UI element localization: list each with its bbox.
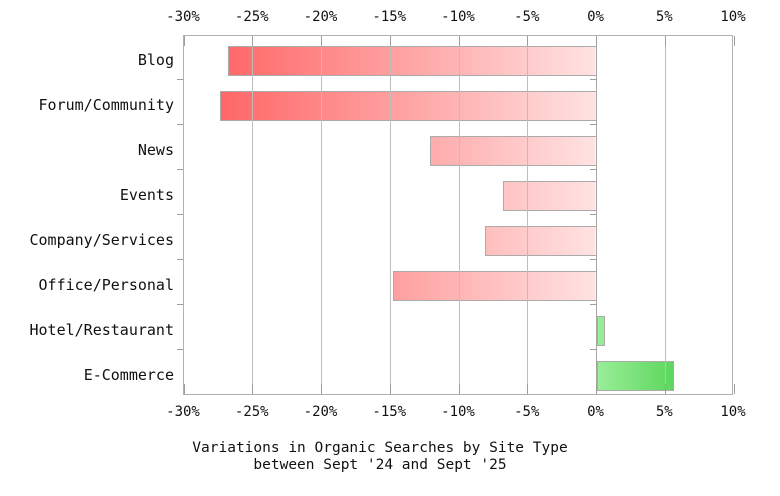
bar-news (430, 136, 597, 166)
y-tick-mark-left (177, 213, 183, 215)
y-tick-mark-zero (590, 348, 596, 350)
x-tick-mark-bottom (527, 384, 529, 394)
x-tick-mark-bottom (252, 384, 254, 394)
bar-forum-community (219, 91, 597, 121)
y-category-label-e-commerce: E-Commerce (83, 366, 174, 384)
y-tick-mark-zero (590, 123, 596, 125)
y-category-label-events: Events (119, 186, 174, 204)
bar-blog (228, 46, 597, 76)
gridline (321, 36, 322, 394)
x-tick-label-top: -20% (303, 9, 338, 25)
x-tick-mark-bottom (183, 384, 185, 394)
y-tick-mark-zero (590, 168, 596, 170)
y-tick-mark-zero (590, 213, 596, 215)
gridline (458, 36, 460, 394)
x-tick-label-bottom: -15% (372, 404, 407, 420)
bar-company-services (485, 226, 597, 256)
x-tick-mark-top (183, 36, 185, 46)
x-tick-mark-top (596, 36, 597, 46)
x-tick-mark-top (664, 36, 666, 46)
x-tick-mark-top (252, 36, 254, 46)
x-tick-label-bottom: -30% (166, 404, 200, 420)
y-tick-mark-left (177, 168, 183, 170)
x-tick-mark-top (321, 36, 322, 46)
bar-office-personal (393, 271, 597, 301)
y-tick-mark-left (177, 78, 183, 80)
x-tick-label-top: 0% (587, 9, 604, 25)
y-tick-mark-zero (590, 258, 596, 260)
x-tick-label-bottom: 0% (587, 404, 604, 420)
bar-events (503, 181, 597, 211)
x-tick-label-bottom: -25% (234, 404, 269, 420)
x-tick-mark-bottom (733, 384, 735, 394)
y-category-label-forum-community: Forum/Community (38, 96, 174, 114)
x-tick-label-bottom: -10% (441, 404, 475, 420)
x-tick-label-bottom: 10% (720, 404, 746, 420)
y-category-label-blog: Blog (137, 51, 174, 69)
x-tick-mark-top (527, 36, 529, 46)
y-tick-mark-left (177, 123, 183, 125)
gridline (389, 36, 391, 394)
y-category-label-hotel-restaurant: Hotel/Restaurant (29, 321, 175, 339)
y-tick-mark-left (177, 258, 183, 260)
chart-title-line-2: between Sept '24 and Sept '25 (253, 457, 507, 473)
y-tick-mark-zero (590, 78, 596, 80)
chart-title-line-1: Variations in Organic Searches by Site T… (192, 440, 568, 456)
x-tick-mark-bottom (321, 384, 322, 394)
gridline (527, 36, 529, 394)
y-tick-mark-zero (590, 303, 596, 305)
plot-area (177, 35, 735, 395)
x-tick-label-top: -10% (441, 9, 475, 25)
bar-hotel-restaurant (596, 316, 605, 346)
gridline (252, 36, 254, 394)
y-tick-mark-left (177, 348, 183, 350)
x-tick-mark-top (733, 36, 735, 46)
zero-line (596, 36, 597, 394)
x-tick-mark-bottom (389, 384, 391, 394)
y-tick-mark-left (177, 303, 183, 305)
x-tick-label-bottom: 5% (655, 404, 673, 420)
x-tick-label-bottom: -20% (303, 404, 338, 420)
x-tick-label-bottom: -5% (514, 404, 540, 420)
x-tick-label-top: 10% (720, 9, 746, 25)
y-category-label-company-services: Company/Services (29, 231, 175, 249)
x-tick-label-top: -5% (514, 9, 540, 25)
y-category-label-office-personal: Office/Personal (38, 276, 174, 294)
x-tick-label-top: 5% (655, 9, 673, 25)
y-category-label-news: News (137, 141, 174, 159)
x-tick-label-top: -30% (166, 9, 200, 25)
x-tick-label-top: -15% (372, 9, 407, 25)
x-tick-mark-bottom (664, 384, 666, 394)
x-tick-mark-top (389, 36, 391, 46)
x-tick-mark-top (458, 36, 460, 46)
x-tick-mark-bottom (458, 384, 460, 394)
gridline (664, 36, 666, 394)
bar-e-commerce (596, 361, 674, 391)
x-tick-mark-bottom (596, 384, 597, 394)
x-tick-label-top: -25% (234, 9, 269, 25)
chart-title: Variations in Organic Searches by Site T… (0, 440, 760, 474)
